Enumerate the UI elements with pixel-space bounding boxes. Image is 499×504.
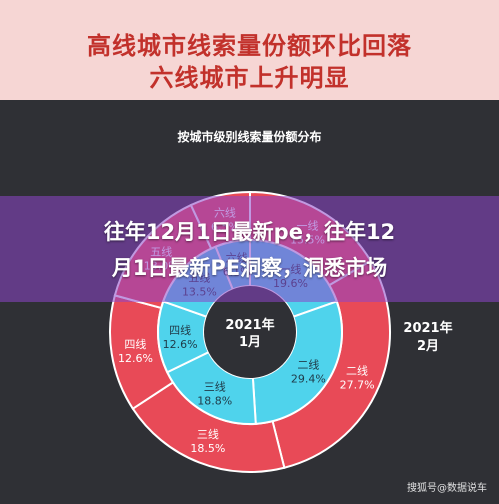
watermark: 搜狐号@数据说车 (407, 483, 487, 494)
outer-label-3: 四线 (124, 337, 146, 351)
header-banner: 高线城市线索量份额环比回落 六线城市上升明显 (0, 0, 499, 100)
donut-center (204, 286, 296, 378)
inner-value-3: 12.6% (163, 338, 198, 351)
outer-label-1: 二线 (346, 364, 368, 378)
inner-label-1: 二线 (297, 358, 319, 372)
headline-line-1: 高线城市线索量份额环比回落 (87, 32, 412, 60)
inner-value-2: 18.8% (197, 394, 232, 407)
overlay-banner: 往年12月1日最新pe，往年12 月1日最新PE洞察，洞悉市场 (0, 196, 499, 302)
inner-value-1: 29.4% (291, 373, 326, 386)
inner-label-3: 四线 (169, 323, 191, 337)
center-label-line-2: 1月 (239, 335, 261, 350)
overlay-line-2: 月1日最新PE洞察，洞悉市场 (111, 256, 388, 280)
outer-value-1: 27.7% (340, 379, 375, 392)
outer-ring-label-line-1: 2021年 (403, 320, 452, 336)
overlay-line-1: 往年12月1日最新pe，往年12 (103, 220, 396, 244)
inner-label-2: 三线 (204, 379, 226, 393)
center-label-line-1: 2021年 (225, 317, 274, 333)
outer-value-2: 18.5% (190, 442, 225, 455)
outer-value-3: 12.6% (118, 352, 153, 365)
outer-ring-label-line-2: 2月 (417, 339, 439, 354)
headline-line-2: 六线城市上升明显 (149, 64, 350, 92)
chart-title: 按城市级别线索量份额分布 (177, 130, 322, 144)
outer-label-2: 三线 (197, 427, 219, 441)
